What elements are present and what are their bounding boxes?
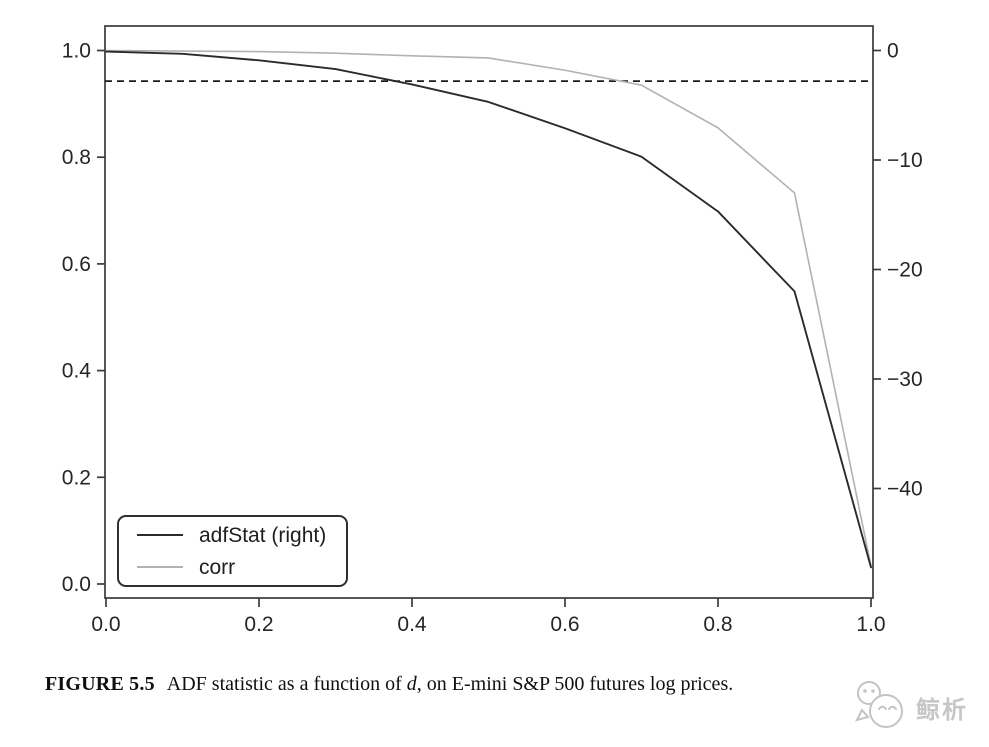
caption-figure-number: FIGURE 5.5: [45, 673, 155, 695]
adfstat-line-swatch: [137, 534, 183, 536]
caption-text-after-d: , on E-mini S&P 500 futures log prices.: [416, 673, 734, 695]
svg-text:1.0: 1.0: [62, 40, 91, 63]
corr-line-swatch: [137, 566, 183, 568]
svg-text:−30: −30: [887, 368, 923, 391]
legend-item-corr: corr: [137, 554, 346, 580]
svg-text:−40: −40: [887, 478, 923, 501]
legend-label-adfstat: adfStat (right): [199, 523, 327, 547]
figure-caption: FIGURE 5.5 ADF statistic as a function of…: [45, 673, 965, 696]
svg-text:−20: −20: [887, 259, 923, 282]
svg-text:0.4: 0.4: [62, 360, 92, 383]
caption-text-before-d: ADF statistic as a function of: [166, 673, 407, 695]
svg-text:0.6: 0.6: [550, 613, 579, 636]
svg-text:0.2: 0.2: [244, 613, 273, 636]
svg-text:0.0: 0.0: [91, 613, 120, 636]
chart-legend: adfStat (right) corr: [117, 515, 348, 587]
whale-logo-icon: [855, 681, 903, 728]
svg-text:0.8: 0.8: [62, 146, 91, 169]
legend-item-adfstat: adfStat (right): [137, 522, 346, 548]
legend-label-corr: corr: [199, 555, 236, 579]
svg-text:0.2: 0.2: [62, 466, 91, 489]
svg-text:1.0: 1.0: [856, 613, 885, 636]
watermark-text: 鲸析: [916, 697, 968, 724]
svg-text:0: 0: [887, 40, 899, 63]
caption-d-symbol: d: [406, 673, 417, 695]
chart-container: 1.0 0.8 0.6 0.4 0.2 0.0 0 −10 −20 −30 −40 0.0 0.2 0.4…: [62, 25, 923, 636]
svg-text:0.6: 0.6: [62, 253, 91, 276]
svg-text:0.4: 0.4: [397, 613, 427, 636]
watermark: 鲸析: [852, 680, 988, 740]
svg-text:0.8: 0.8: [703, 613, 732, 636]
svg-text:−10: −10: [887, 149, 923, 172]
adf-line-chart: 1.0 0.8 0.6 0.4 0.2 0.0 0 −10 −20 −30 −40 0.0 0.2 0.4…: [62, 25, 923, 636]
svg-text:0.0: 0.0: [62, 573, 91, 596]
